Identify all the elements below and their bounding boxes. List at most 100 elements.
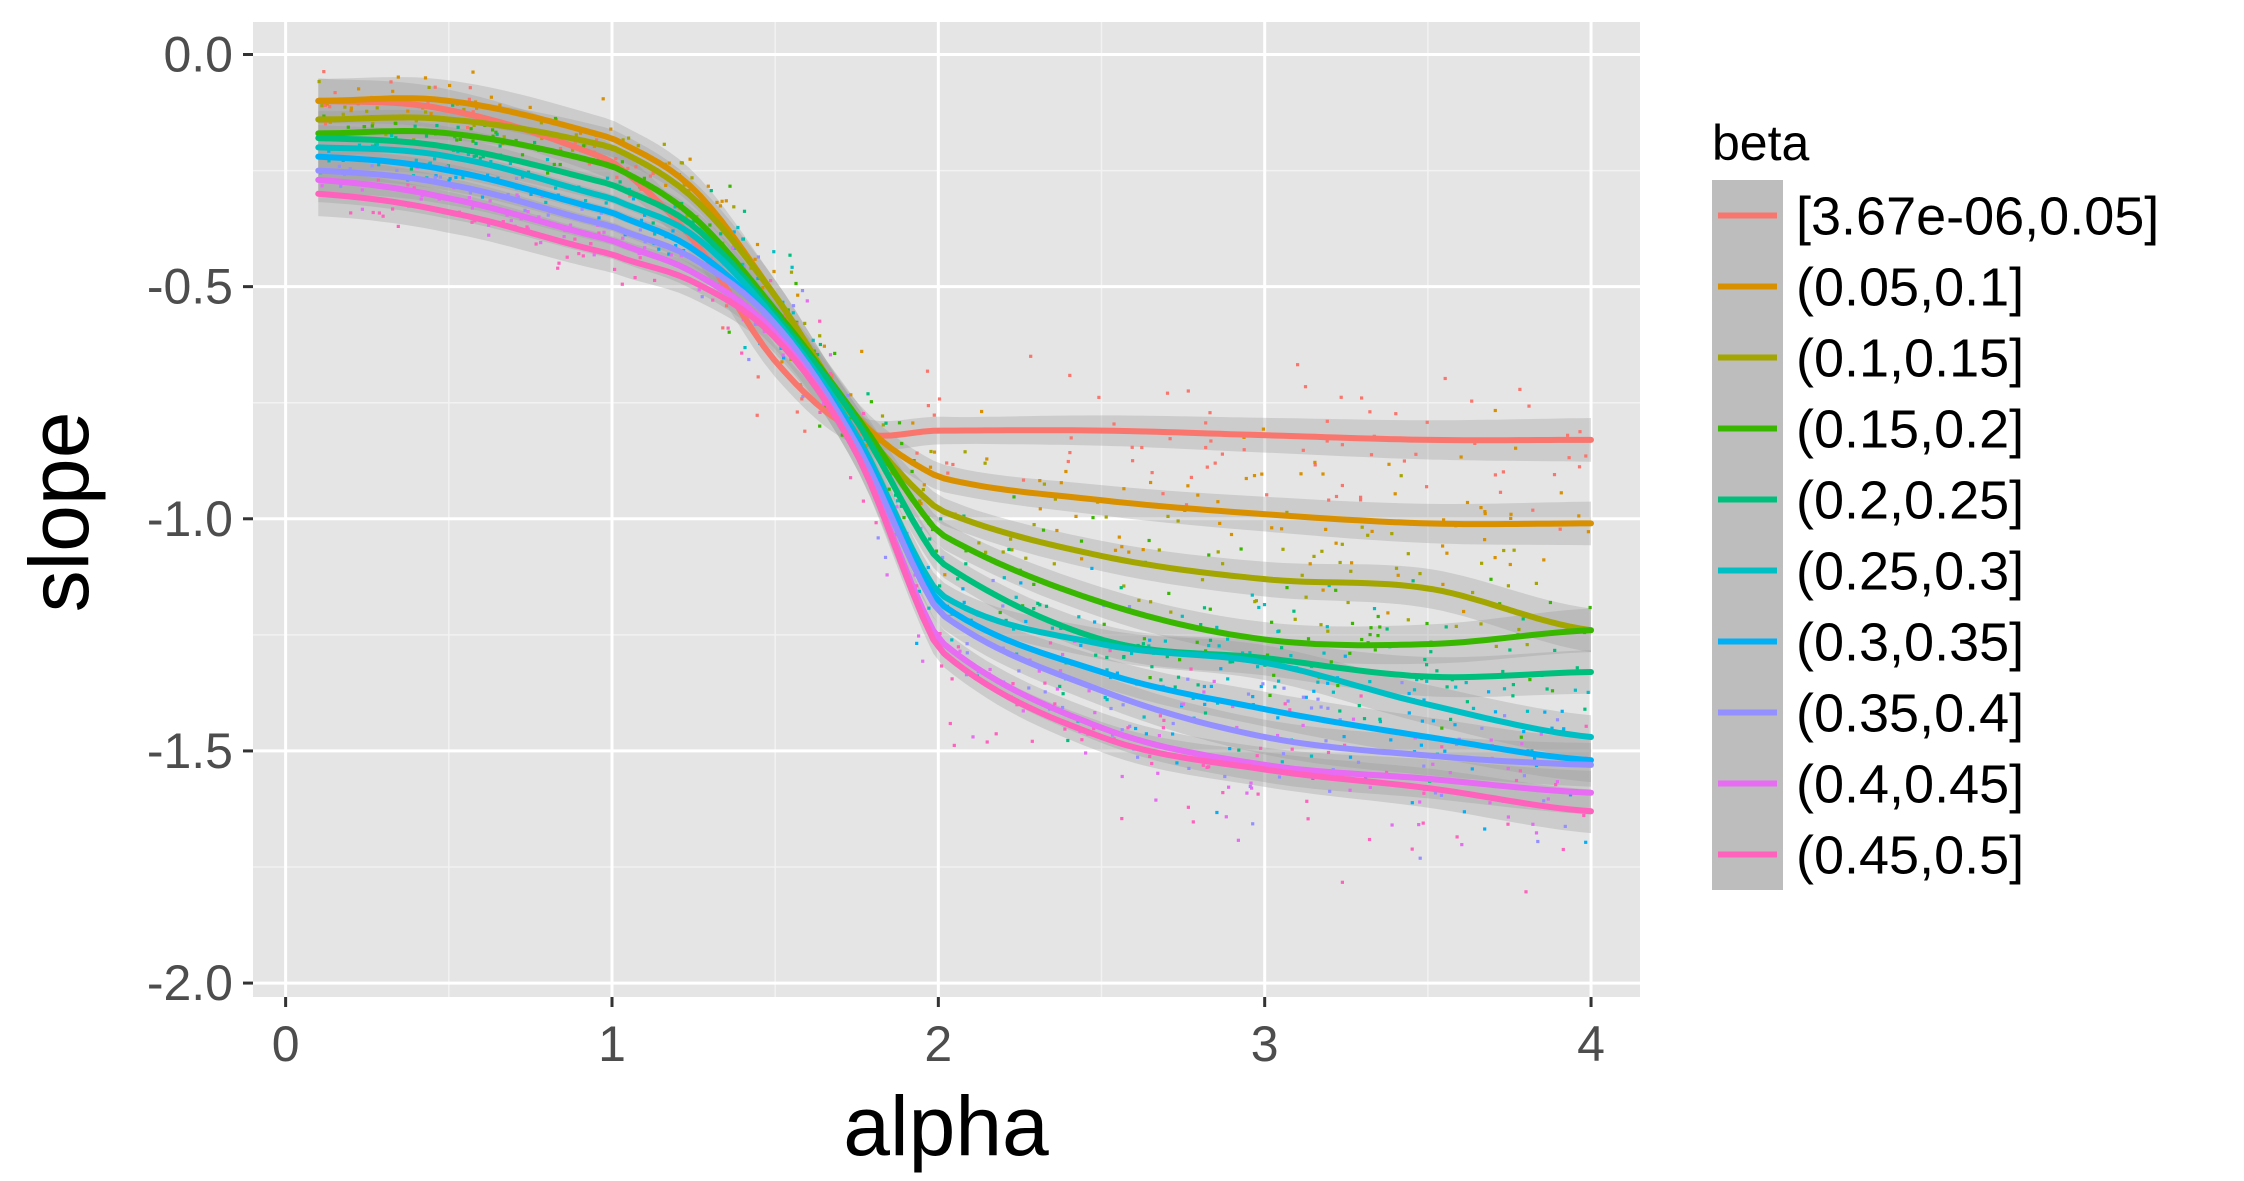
point-0-45-0-5 [556, 266, 560, 270]
point-0-25-0-3 [508, 161, 512, 165]
point-0-1-0-15 [1517, 627, 1521, 632]
point-0-05-0-1 [1445, 551, 1449, 555]
point-3-67e-06-0-05 [1204, 445, 1208, 450]
point-0-25-0-3 [917, 589, 921, 593]
point-0-25-0-3 [521, 175, 525, 179]
point-0-25-0-3 [377, 163, 381, 167]
point-0-2-0-25 [866, 392, 870, 396]
point-0-2-0-25 [1511, 694, 1515, 698]
legend-label-0-35-0-4: (0.35,0.4] [1796, 684, 2024, 744]
point-0-35-0-4 [1187, 766, 1191, 770]
point-0-35-0-4 [468, 191, 472, 195]
point-0-35-0-4 [514, 176, 519, 180]
point-0-45-0-5 [613, 267, 617, 271]
point-3-67e-06-0-05 [322, 70, 326, 74]
point-3-67e-06-0-05 [1402, 459, 1406, 463]
x-tick-label: 4 [1577, 1016, 1605, 1072]
point-0-1-0-15 [1480, 561, 1484, 565]
point-0-3-0-35 [529, 192, 533, 196]
point-0-25-0-3 [414, 158, 418, 162]
point-0-3-0-35 [1079, 643, 1083, 647]
point-0-45-0-5 [1221, 791, 1225, 795]
point-0-05-0-1 [429, 112, 433, 116]
point-0-25-0-3 [1454, 685, 1458, 689]
point-0-4-0-45 [562, 235, 566, 239]
legend-label-0-2-0-25: (0.2,0.25] [1796, 471, 2024, 531]
point-0-1-0-15 [462, 107, 466, 112]
point-0-1-0-15 [732, 205, 736, 209]
point-0-05-0-1 [753, 257, 757, 261]
point-0-35-0-4 [791, 304, 796, 308]
point-0-3-0-35 [454, 175, 458, 179]
point-0-35-0-4 [846, 394, 850, 398]
point-0-4-0-45 [669, 253, 673, 257]
point-3-67e-06-0-05 [634, 165, 638, 169]
point-0-45-0-5 [501, 220, 505, 224]
point-0-4-0-45 [539, 241, 543, 245]
point-3-67e-06-0-05 [1313, 463, 1317, 467]
point-0-15-0-2 [1041, 528, 1046, 532]
x-axis: 0 1 2 3 4 [272, 997, 1605, 1072]
point-0-15-0-2 [897, 421, 902, 425]
point-0-3-0-35 [674, 244, 678, 248]
point-0-15-0-2 [553, 116, 558, 121]
point-0-05-0-1 [1465, 500, 1470, 505]
point-0-4-0-45 [805, 299, 809, 303]
point-0-15-0-2 [728, 184, 732, 188]
point-0-4-0-45 [1531, 822, 1535, 826]
point-3-67e-06-0-05 [756, 375, 760, 379]
point-0-2-0-25 [1141, 642, 1145, 646]
point-0-1-0-15 [918, 499, 922, 503]
point-0-3-0-35 [1389, 738, 1393, 742]
point-0-15-0-2 [1195, 640, 1199, 644]
point-0-25-0-3 [1378, 720, 1382, 724]
point-0-35-0-4 [1281, 752, 1286, 756]
point-0-15-0-2 [1369, 626, 1373, 630]
point-0-1-0-15 [341, 112, 345, 116]
point-0-05-0-1 [1542, 558, 1546, 562]
point-0-15-0-2 [1208, 607, 1212, 611]
point-0-2-0-25 [1280, 646, 1284, 650]
point-0-05-0-1 [724, 199, 728, 203]
point-0-2-0-25 [1094, 653, 1098, 657]
point-0-3-0-35 [1215, 810, 1219, 815]
point-0-1-0-15 [789, 270, 794, 274]
point-0-4-0-45 [958, 649, 962, 653]
point-0-35-0-4 [1120, 728, 1124, 732]
point-0-1-0-15 [1312, 554, 1316, 558]
point-0-35-0-4 [339, 184, 343, 188]
point-0-3-0-35 [643, 213, 647, 217]
point-3-67e-06-0-05 [573, 140, 577, 145]
point-0-35-0-4 [1522, 774, 1526, 778]
point-0-2-0-25 [1173, 685, 1177, 689]
point-3-67e-06-0-05 [1325, 419, 1329, 423]
point-0-05-0-1 [1577, 514, 1581, 518]
point-3-67e-06-0-05 [323, 103, 327, 107]
point-0-05-0-1 [718, 204, 722, 208]
point-0-05-0-1 [1308, 562, 1312, 566]
point-0-4-0-45 [487, 223, 491, 227]
point-0-3-0-35 [1470, 767, 1474, 771]
point-0-35-0-4 [1418, 856, 1422, 860]
point-3-67e-06-0-05 [1069, 436, 1073, 440]
point-0-15-0-2 [708, 223, 712, 227]
point-0-1-0-15 [1053, 497, 1057, 501]
point-0-2-0-25 [1465, 700, 1469, 704]
point-0-15-0-2 [1368, 633, 1372, 637]
point-0-35-0-4 [941, 555, 945, 560]
point-0-4-0-45 [470, 206, 474, 210]
point-0-1-0-15 [818, 334, 822, 338]
point-0-05-0-1 [715, 200, 719, 204]
smooth-line-0-3-0-35 [315, 153, 1594, 764]
point-0-4-0-45 [621, 236, 625, 240]
point-0-05-0-1 [349, 109, 353, 113]
point-0-45-0-5 [1359, 694, 1363, 698]
point-0-15-0-2 [902, 516, 906, 520]
point-0-45-0-5 [1385, 770, 1389, 774]
point-0-2-0-25 [456, 125, 460, 129]
point-0-35-0-4 [1186, 677, 1190, 681]
point-0-35-0-4 [1400, 681, 1404, 685]
point-0-1-0-15 [1042, 482, 1046, 486]
point-3-67e-06-0-05 [1339, 395, 1343, 399]
point-0-45-0-5 [1161, 726, 1165, 730]
